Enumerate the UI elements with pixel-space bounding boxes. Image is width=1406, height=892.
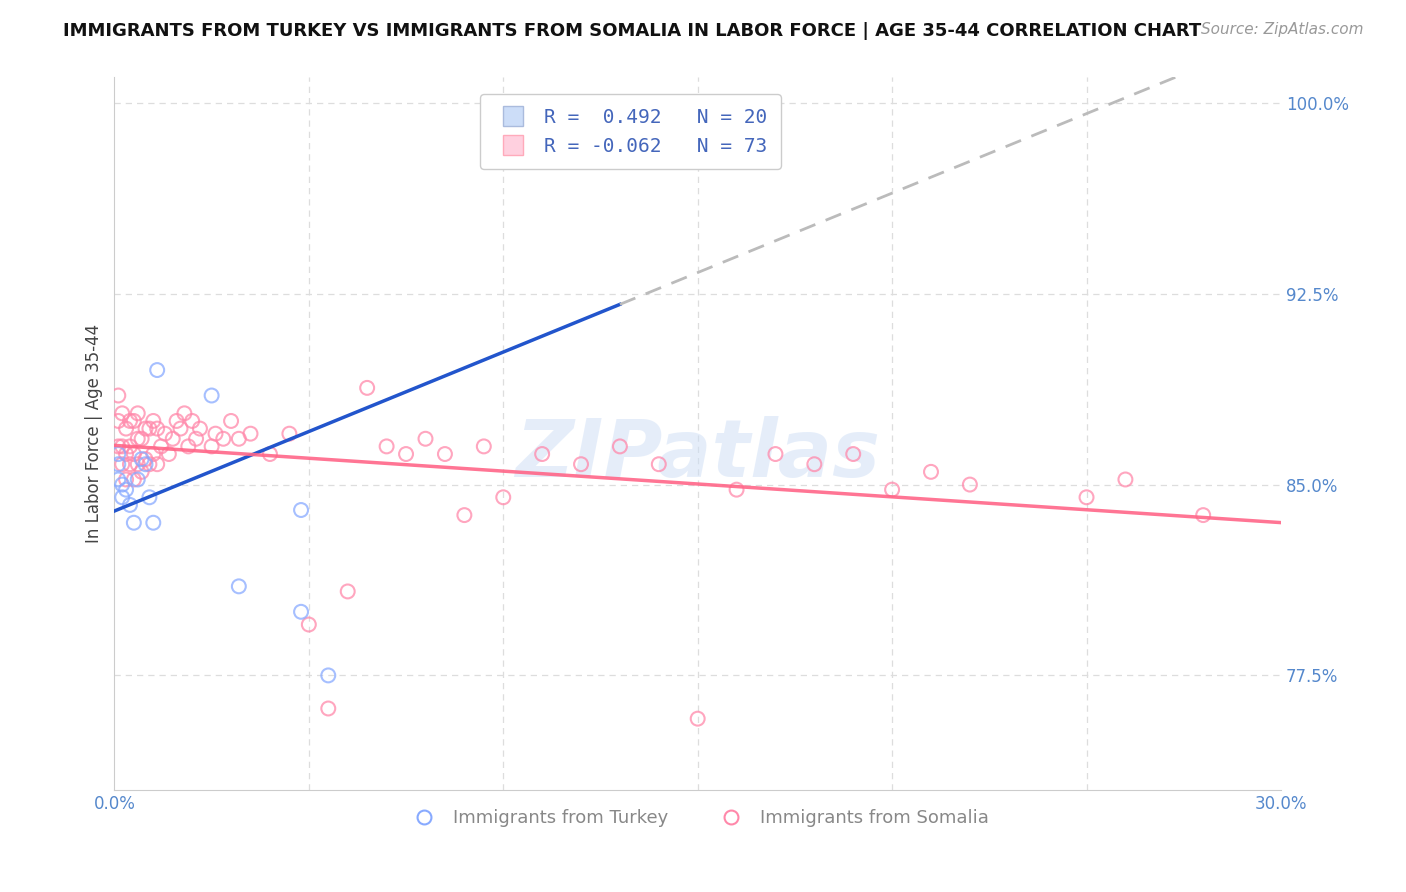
- Point: [111, 491, 134, 505]
- Point: [177, 439, 200, 453]
- Point: [686, 712, 709, 726]
- Point: [146, 457, 169, 471]
- Point: [146, 363, 169, 377]
- Point: [228, 579, 250, 593]
- Point: [184, 432, 207, 446]
- Point: [131, 452, 153, 467]
- Point: [127, 473, 149, 487]
- Y-axis label: In Labor Force | Age 35-44: In Labor Force | Age 35-44: [86, 324, 103, 543]
- Point: [433, 447, 456, 461]
- Point: [115, 447, 138, 461]
- Point: [150, 439, 173, 453]
- Point: [118, 414, 141, 428]
- Point: [107, 473, 129, 487]
- Point: [142, 516, 165, 530]
- Point: [142, 447, 165, 461]
- Point: [492, 491, 515, 505]
- Point: [316, 701, 339, 715]
- Point: [111, 477, 134, 491]
- Point: [111, 439, 134, 453]
- Point: [115, 483, 138, 497]
- Point: [122, 516, 145, 530]
- Point: [166, 414, 188, 428]
- Point: [107, 439, 129, 453]
- Point: [1114, 473, 1136, 487]
- Point: [882, 483, 904, 497]
- Point: [842, 447, 865, 461]
- Point: [107, 447, 129, 461]
- Point: [316, 668, 339, 682]
- Point: [111, 457, 134, 471]
- Point: [138, 421, 160, 435]
- Point: [122, 414, 145, 428]
- Point: [609, 439, 631, 453]
- Point: [127, 457, 149, 471]
- Point: [127, 432, 149, 446]
- Point: [118, 439, 141, 453]
- Point: [138, 457, 160, 471]
- Point: [153, 426, 176, 441]
- Point: [201, 439, 224, 453]
- Point: [134, 421, 156, 435]
- Legend: Immigrants from Turkey, Immigrants from Somalia: Immigrants from Turkey, Immigrants from …: [399, 802, 997, 834]
- Point: [107, 388, 129, 402]
- Point: [375, 439, 398, 453]
- Point: [188, 421, 211, 435]
- Point: [959, 477, 981, 491]
- Point: [239, 426, 262, 441]
- Point: [803, 457, 825, 471]
- Point: [648, 457, 671, 471]
- Point: [228, 432, 250, 446]
- Point: [122, 473, 145, 487]
- Point: [569, 457, 592, 471]
- Point: [609, 95, 631, 110]
- Point: [169, 421, 191, 435]
- Point: [181, 414, 204, 428]
- Point: [395, 447, 418, 461]
- Point: [290, 503, 312, 517]
- Point: [290, 605, 312, 619]
- Point: [920, 465, 942, 479]
- Point: [1192, 508, 1215, 522]
- Point: [201, 388, 224, 402]
- Point: [157, 447, 180, 461]
- Point: [415, 432, 437, 446]
- Point: [142, 414, 165, 428]
- Point: [356, 381, 378, 395]
- Point: [219, 414, 242, 428]
- Point: [298, 617, 321, 632]
- Point: [127, 406, 149, 420]
- Point: [472, 439, 495, 453]
- Point: [131, 465, 153, 479]
- Point: [134, 457, 156, 471]
- Text: IMMIGRANTS FROM TURKEY VS IMMIGRANTS FROM SOMALIA IN LABOR FORCE | AGE 35-44 COR: IMMIGRANTS FROM TURKEY VS IMMIGRANTS FRO…: [63, 22, 1202, 40]
- Point: [131, 432, 153, 446]
- Point: [173, 406, 195, 420]
- Point: [1076, 491, 1098, 505]
- Point: [453, 508, 475, 522]
- Text: Source: ZipAtlas.com: Source: ZipAtlas.com: [1201, 22, 1364, 37]
- Point: [118, 457, 141, 471]
- Point: [278, 426, 301, 441]
- Point: [146, 421, 169, 435]
- Point: [134, 452, 156, 467]
- Point: [336, 584, 359, 599]
- Point: [107, 457, 129, 471]
- Point: [115, 473, 138, 487]
- Point: [259, 447, 281, 461]
- Point: [765, 447, 787, 461]
- Point: [111, 406, 134, 420]
- Point: [118, 498, 141, 512]
- Point: [204, 426, 226, 441]
- Text: ZIPatlas: ZIPatlas: [515, 416, 880, 494]
- Point: [122, 447, 145, 461]
- Point: [162, 432, 184, 446]
- Point: [115, 421, 138, 435]
- Point: [138, 491, 160, 505]
- Point: [725, 483, 748, 497]
- Point: [531, 447, 554, 461]
- Point: [107, 414, 129, 428]
- Point: [212, 432, 235, 446]
